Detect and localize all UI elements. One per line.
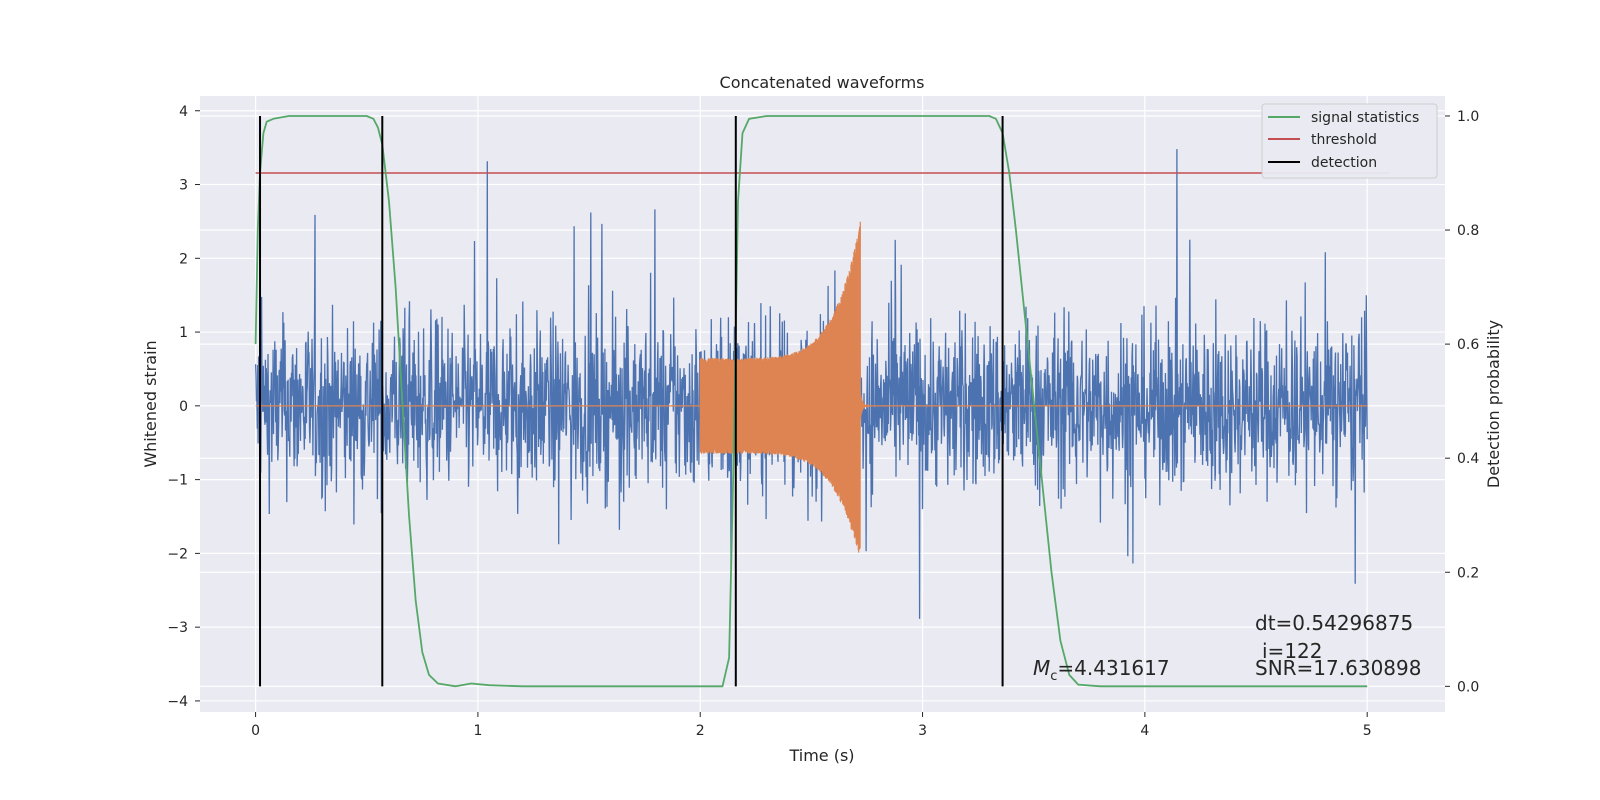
y-axis-label-right: Detection probability <box>1484 320 1503 488</box>
y-tick-label-left: −4 <box>167 694 188 710</box>
legend-box <box>1261 103 1438 179</box>
legend-label-threshold: threshold <box>1311 132 1377 148</box>
y-tick-label-left: 0 <box>179 399 188 415</box>
annotation-mc: Mc=4.431617 <box>1033 656 1170 684</box>
annotation-snr: SNR=17.630898 <box>1255 656 1421 680</box>
y-tick-label-right: 1.0 <box>1457 109 1479 125</box>
x-tick-label: 5 <box>1363 723 1372 739</box>
x-tick-label: 1 <box>473 723 482 739</box>
x-tick-label: 3 <box>918 723 927 739</box>
y-tick-label-right: 0.8 <box>1457 223 1479 239</box>
y-tick-label-left: 2 <box>179 251 188 267</box>
signal-statistics-line <box>254 115 1368 688</box>
ticks: 0 1 2 3 4 5 −4 −3 −2 −1 0 1 2 3 4 0.0 0.2 0.4 0.6 0.8 1.0 <box>167 104 1479 739</box>
y-tick-label-left: 4 <box>179 104 188 120</box>
y-tick-label-right: 0.0 <box>1457 679 1479 695</box>
chirp-line <box>255 221 1368 553</box>
annotation-i: i=122 <box>1262 639 1323 663</box>
chirp-series <box>255 221 1368 553</box>
y-tick-label-right: 0.2 <box>1457 565 1479 581</box>
y-tick-label-left: −1 <box>167 473 188 489</box>
x-tick-label: 2 <box>696 723 705 739</box>
y-tick-label-right: 0.4 <box>1457 451 1479 467</box>
legend: signal statistics threshold detection <box>1261 103 1438 179</box>
chart-title: Concatenated waveforms <box>720 73 925 92</box>
y-tick-label-left: −3 <box>167 620 188 636</box>
y-tick-label-left: −2 <box>167 546 188 562</box>
x-axis-label: Time (s) <box>788 746 854 765</box>
legend-label-signal-statistics: signal statistics <box>1311 110 1419 126</box>
x-tick-label: 4 <box>1140 723 1149 739</box>
legend-label-detection: detection <box>1311 155 1377 171</box>
y-tick-label-left: 1 <box>179 325 188 341</box>
annotation-dt: dt=0.54296875 <box>1255 611 1413 635</box>
y-axis-label-left: Whitened strain <box>141 340 160 467</box>
y-tick-label-left: 3 <box>179 178 188 194</box>
detection-series <box>259 115 1004 687</box>
x-tick-label: 0 <box>251 723 260 739</box>
y-tick-label-right: 0.6 <box>1457 337 1479 353</box>
signal-statistics-series <box>254 115 1368 688</box>
